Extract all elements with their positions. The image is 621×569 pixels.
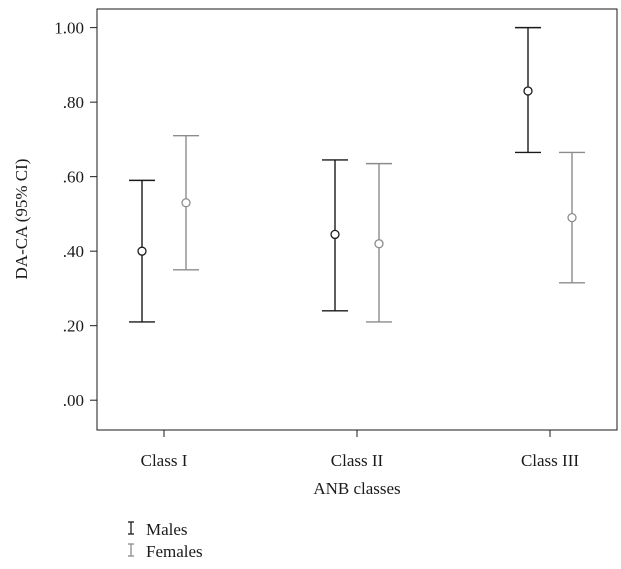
y-tick-label: .00 <box>63 391 84 410</box>
mean-point <box>137 246 147 256</box>
x-tick-label: Class I <box>141 451 188 470</box>
series-females <box>173 134 585 323</box>
y-tick-label: .20 <box>63 317 84 336</box>
y-tick-label: .40 <box>63 242 84 261</box>
x-axis: Class I Class II Class III <box>141 430 579 470</box>
x-axis-title: ANB classes <box>313 479 400 498</box>
y-tick-label: .60 <box>63 168 84 187</box>
mean-point <box>181 198 191 208</box>
y-axis-title: DA-CA (95% CI) <box>12 159 31 280</box>
x-tick-label: Class III <box>521 451 579 470</box>
y-axis: .00 .20 .40 .60 .80 1.00 <box>54 19 97 410</box>
legend: Males Females <box>128 520 203 561</box>
mean-point <box>567 212 577 223</box>
legend-label: Males <box>146 520 188 539</box>
y-tick-label: .80 <box>63 93 84 112</box>
mean-point <box>374 239 384 249</box>
mean-point <box>330 229 340 240</box>
x-tick-label: Class II <box>331 451 384 470</box>
legend-item: Females <box>128 542 203 561</box>
series-layer <box>129 26 585 323</box>
legend-item: Males <box>128 520 188 539</box>
series-males <box>129 26 541 323</box>
mean-point <box>523 86 533 96</box>
plot-frame <box>96 8 618 431</box>
legend-label: Females <box>146 542 203 561</box>
y-tick-label: 1.00 <box>54 19 84 38</box>
